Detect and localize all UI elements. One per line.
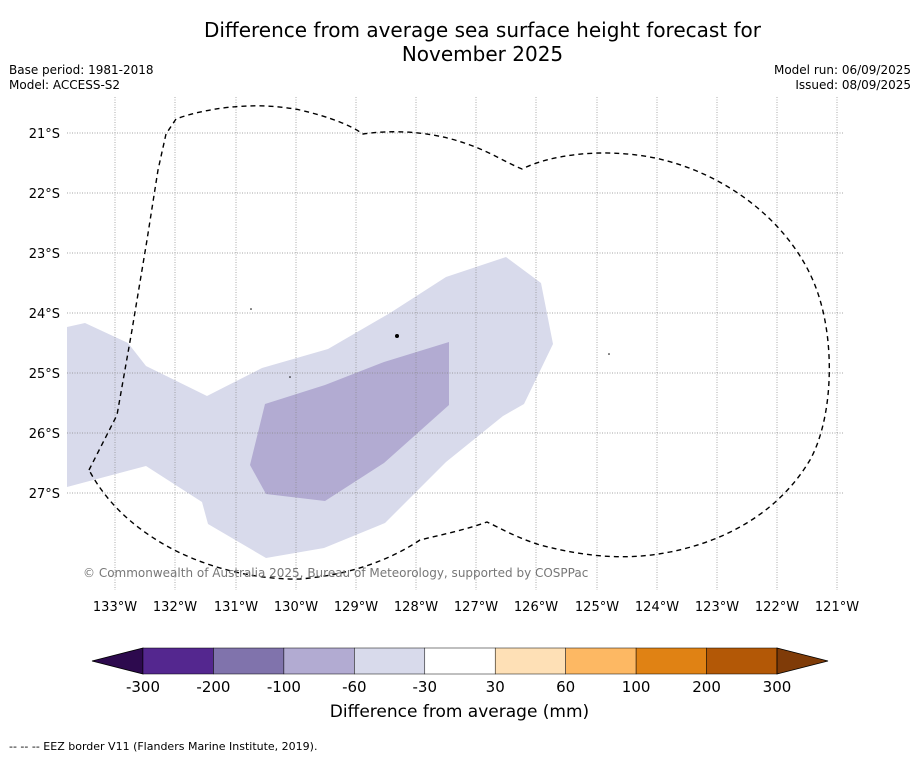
model-run: Model run: 06/09/2025 xyxy=(773,63,911,77)
title-line-1: Difference from average sea surface heig… xyxy=(203,18,762,42)
lat-label: 25°S xyxy=(29,367,60,382)
map-title: Difference from average sea surface heig… xyxy=(120,18,845,66)
colorbar-tick-label: -300 xyxy=(126,678,160,696)
colorbar-bin xyxy=(494,647,566,675)
colorbar-tick-label: -200 xyxy=(196,678,230,696)
lat-label: 23°S xyxy=(29,247,60,262)
colorbar-extend-high xyxy=(776,647,829,675)
lat-label: 27°S xyxy=(29,487,60,502)
colorbar-bin xyxy=(565,647,637,675)
colorbar-extend-low xyxy=(91,647,144,675)
colorbar-bin xyxy=(354,647,426,675)
lon-label: 130°W xyxy=(274,600,318,615)
lon-label: 132°W xyxy=(153,600,197,615)
meta-right: Model run: 06/09/2025 Issued: 08/09/2025 xyxy=(774,63,911,93)
lon-label: 123°W xyxy=(695,600,739,615)
eez-border xyxy=(88,105,830,580)
copyright-text: © Commonwealth of Australia 2025, Bureau… xyxy=(83,566,588,580)
colorbar-bin xyxy=(706,647,778,675)
meta-left: Base period: 1981-2018 Model: ACCESS-S2 xyxy=(9,63,154,93)
lon-label: 125°W xyxy=(575,600,619,615)
island-marker xyxy=(289,376,291,378)
lon-label: 127°W xyxy=(454,600,498,615)
model-name: Model: ACCESS-S2 xyxy=(9,78,121,92)
islands xyxy=(250,308,610,378)
lon-label: 122°W xyxy=(755,600,799,615)
colorbar-tick-label: 100 xyxy=(622,678,651,696)
lat-labels: 21°S 22°S 23°S 24°S 25°S 26°S 27°S xyxy=(29,127,60,502)
lon-label: 129°W xyxy=(334,600,378,615)
colorbar-tick-label: -60 xyxy=(342,678,367,696)
lon-label: 128°W xyxy=(394,600,438,615)
lon-label: 131°W xyxy=(214,600,258,615)
colorbar-tick-label: 60 xyxy=(556,678,575,696)
base-period: Base period: 1981-2018 xyxy=(9,63,154,77)
colorbar-bin xyxy=(142,647,214,675)
issued-date: Issued: 08/09/2025 xyxy=(795,78,911,92)
island-marker xyxy=(608,353,610,355)
colorbar-label: Difference from average (mm) xyxy=(329,702,590,722)
island-marker xyxy=(395,334,399,338)
colorbar: -300 -200 -100 -60 -30 30 60 100 200 300 xyxy=(91,647,829,696)
lon-gridlines xyxy=(114,97,838,590)
lon-label: 124°W xyxy=(635,600,679,615)
colorbar-tick-label: 30 xyxy=(486,678,505,696)
lon-label: 133°W xyxy=(93,600,137,615)
eez-legend-text: -- -- -- EEZ border V11 (Flanders Marine… xyxy=(9,740,318,753)
lat-gridlines xyxy=(67,132,843,494)
colorbar-tick-label: -100 xyxy=(267,678,301,696)
island-marker xyxy=(250,308,252,310)
lat-label: 22°S xyxy=(29,187,60,202)
colorbar-tick-label: 300 xyxy=(763,678,792,696)
lon-labels: 133°W 132°W 131°W 130°W 129°W 128°W 127°… xyxy=(93,600,859,615)
lat-label: 21°S xyxy=(29,127,60,142)
title-line-2: November 2025 xyxy=(401,42,564,66)
anomaly-region-dark xyxy=(250,342,449,501)
colorbar-bin xyxy=(635,647,707,675)
lat-label: 26°S xyxy=(29,427,60,442)
colorbar-bin xyxy=(213,647,285,675)
colorbar-bin xyxy=(283,647,355,675)
colorbar-bin xyxy=(424,647,496,675)
colorbar-tick-label: -30 xyxy=(413,678,438,696)
colorbar-tick-label: 200 xyxy=(692,678,721,696)
lon-label: 126°W xyxy=(514,600,558,615)
lat-label: 24°S xyxy=(29,307,60,322)
lon-label: 121°W xyxy=(815,600,859,615)
